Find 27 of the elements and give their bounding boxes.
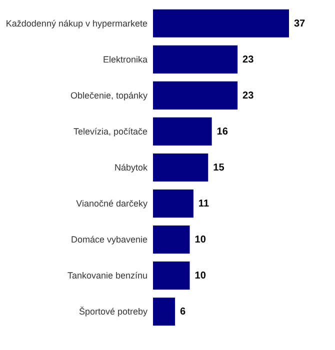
y-tick-label: Televízia, počítače [73, 126, 148, 136]
y-tick-label: Vianočné darčeky [76, 198, 148, 209]
bar [153, 81, 238, 110]
data-label: 16 [216, 126, 228, 138]
data-label: 11 [198, 198, 210, 210]
y-tick-label: Oblečenie, topánky [70, 90, 148, 100]
bar [153, 153, 208, 182]
bar [153, 9, 289, 38]
y-tick-label: Tankovanie benzínu [67, 270, 148, 281]
y-tick-label: Každodenný nákup v hypermarkete [6, 18, 148, 28]
data-label: 23 [242, 54, 254, 66]
y-tick-label: Domáce vybavenie [70, 234, 148, 245]
data-label: 37 [294, 18, 306, 30]
data-label: 6 [180, 306, 186, 318]
data-label: 15 [213, 162, 225, 174]
bar [153, 226, 190, 254]
y-tick-label: Nábytok [114, 162, 148, 172]
bar [153, 45, 238, 74]
bar [153, 298, 176, 326]
data-label: 23 [242, 90, 254, 102]
y-tick-label: Športové potreby [78, 306, 148, 317]
data-label: 10 [194, 234, 206, 246]
bar [153, 262, 190, 290]
bar [153, 117, 212, 146]
bar [153, 189, 194, 218]
y-tick-label: Elektronika [102, 54, 148, 64]
data-label: 10 [194, 270, 206, 282]
